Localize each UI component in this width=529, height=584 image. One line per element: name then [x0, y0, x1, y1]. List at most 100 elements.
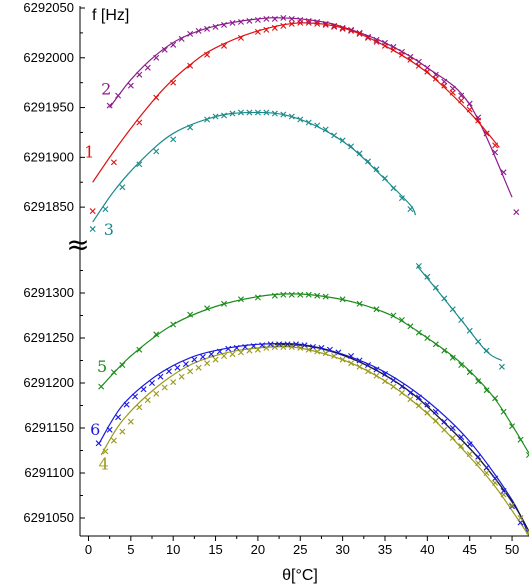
- data-point: [449, 354, 456, 361]
- x-tick-label: 30: [335, 542, 349, 557]
- data-point: [424, 401, 431, 408]
- data-point: [331, 23, 338, 30]
- data-point: [509, 502, 516, 509]
- data-point: [106, 426, 113, 433]
- y-tick-label: 6291050: [23, 510, 74, 525]
- data-point: [102, 206, 109, 213]
- x-tick-label: 5: [127, 542, 134, 557]
- data-point: [254, 16, 261, 23]
- data-point: [157, 373, 164, 380]
- data-point: [263, 344, 270, 351]
- data-point: [331, 353, 338, 359]
- data-point: [526, 452, 529, 458]
- y-tick-label: 6291850: [23, 199, 74, 214]
- data-point: [221, 300, 228, 307]
- curve-label-1: 1: [84, 142, 94, 161]
- data-point: [305, 19, 312, 26]
- data-point: [407, 323, 414, 330]
- data-point: [237, 109, 244, 116]
- data-point: [123, 401, 130, 408]
- data-point: [458, 97, 465, 104]
- data-point: [458, 317, 465, 323]
- data-point: [136, 119, 143, 126]
- y-tick-label: 6291100: [24, 465, 74, 480]
- data-point: [348, 27, 355, 34]
- data-point: [339, 25, 346, 32]
- data-point: [365, 362, 372, 368]
- data-point: [170, 41, 177, 48]
- data-point: [237, 34, 244, 41]
- data-point: [280, 291, 287, 298]
- data-point: [322, 20, 329, 27]
- fit-curve-5: [100, 293, 529, 454]
- data-point: [174, 364, 181, 371]
- data-point: [356, 150, 363, 157]
- data-point: [170, 379, 177, 386]
- data-point: [466, 327, 473, 334]
- data-point: [297, 291, 304, 298]
- data-point: [517, 519, 524, 526]
- data-point: [254, 28, 261, 35]
- data-point: [191, 356, 198, 363]
- data-point: [424, 68, 431, 75]
- data-point: [509, 423, 516, 430]
- data-point: [161, 46, 168, 53]
- data-point: [212, 23, 219, 30]
- data-point: [314, 348, 321, 355]
- data-point: [466, 100, 473, 107]
- data-point: [305, 17, 312, 24]
- data-point: [415, 394, 422, 401]
- data-point: [339, 356, 346, 363]
- data-point: [153, 94, 160, 101]
- data-point: [95, 440, 102, 447]
- data-point: [356, 357, 363, 364]
- data-point: [314, 20, 321, 27]
- data-point: [165, 368, 172, 375]
- data-point: [373, 38, 380, 45]
- data-point: [305, 291, 312, 298]
- data-point: [441, 82, 448, 89]
- data-point: [322, 126, 329, 133]
- data-point: [187, 124, 194, 131]
- data-point: [136, 71, 143, 78]
- fit-curve-6: [98, 342, 529, 537]
- data-point: [322, 293, 329, 300]
- data-point: [110, 159, 117, 166]
- data-point: [449, 425, 456, 431]
- data-point: [449, 89, 456, 96]
- data-point: [398, 195, 405, 202]
- data-point: [390, 383, 397, 390]
- y-ticks: 6291850 6291900 6291950 6292000 6292050 62910…: [23, 0, 85, 525]
- data-points: [89, 14, 529, 535]
- data-point: [466, 106, 473, 113]
- data-point: [449, 306, 456, 313]
- data-point: [449, 434, 456, 441]
- data-point: [216, 348, 223, 355]
- curve-label-6: 6: [90, 420, 100, 439]
- data-point: [398, 51, 405, 58]
- data-point: [153, 331, 160, 338]
- y-tick-label: 6291950: [23, 100, 74, 115]
- data-point: [136, 404, 143, 411]
- fit-curve-4: [100, 345, 529, 537]
- data-point: [246, 347, 253, 354]
- data-point: [458, 362, 465, 368]
- data-point: [284, 341, 291, 348]
- data-point: [288, 344, 295, 350]
- data-point: [432, 417, 439, 424]
- data-point: [246, 109, 253, 116]
- data-point: [381, 42, 388, 49]
- data-point: [280, 14, 287, 21]
- data-point: [204, 305, 211, 312]
- data-point: [170, 321, 177, 328]
- data-point: [314, 292, 321, 299]
- data-point: [297, 19, 304, 26]
- data-point: [136, 346, 143, 353]
- fit-curve-segment-7: [274, 343, 529, 532]
- data-point: [356, 29, 363, 36]
- data-point: [483, 347, 490, 354]
- data-point: [390, 46, 397, 53]
- data-point: [263, 15, 270, 22]
- data-point: [153, 390, 160, 397]
- data-point: [322, 21, 329, 28]
